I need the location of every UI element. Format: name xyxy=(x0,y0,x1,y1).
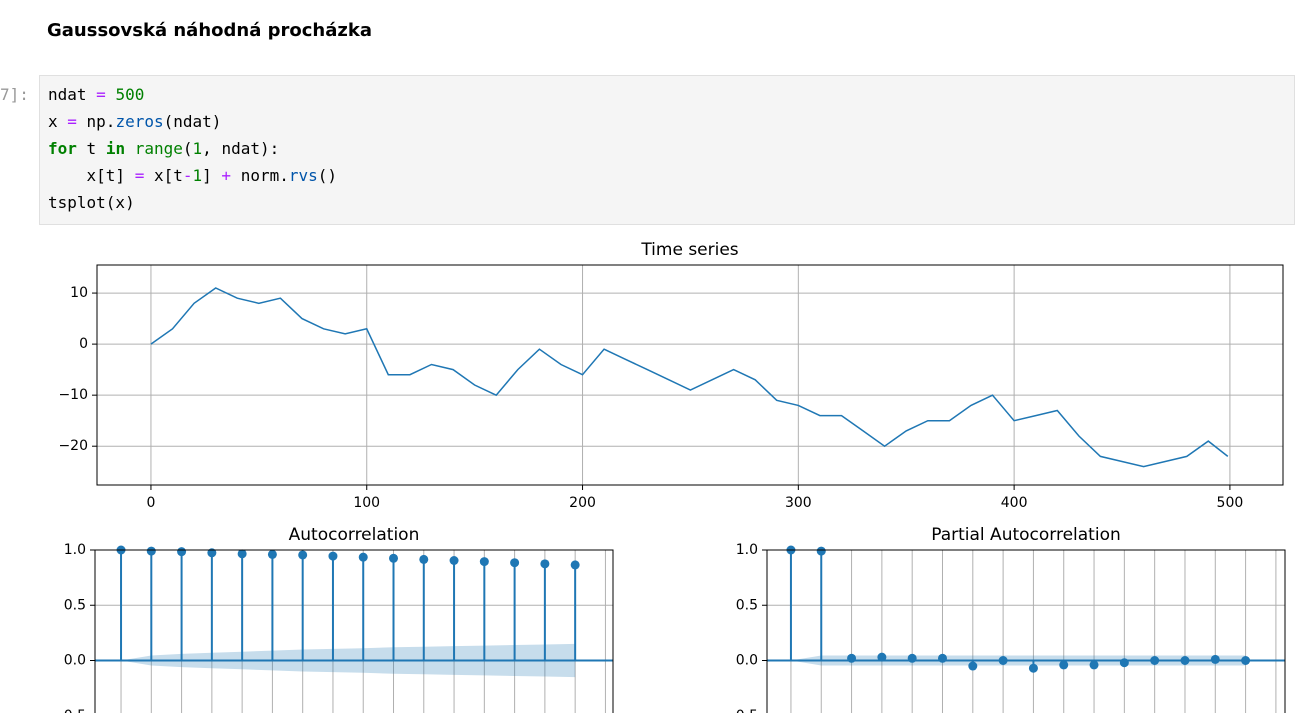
y-tick-label: 10 xyxy=(70,285,88,301)
stem-marker xyxy=(1089,660,1099,670)
stem-marker xyxy=(877,652,887,662)
code-token: tsplot(x) xyxy=(48,193,135,212)
stem-marker xyxy=(816,546,826,556)
code-line: for t in range(1, ndat): xyxy=(48,139,279,158)
cell-prompt: 7]: xyxy=(0,85,29,104)
code-token: 500 xyxy=(115,85,145,104)
y-tick-label: 0.0 xyxy=(736,653,758,669)
y-tick-label: 0 xyxy=(79,336,88,352)
chart-title: Time series xyxy=(640,240,738,260)
stem-marker xyxy=(1241,656,1251,665)
code-token: ] xyxy=(202,166,222,185)
x-tick-label: 400 xyxy=(1001,495,1028,511)
code-line: x = np.zeros(ndat) xyxy=(48,112,221,131)
stem-marker xyxy=(1028,663,1038,673)
stem-marker xyxy=(146,546,156,556)
code-token: zeros xyxy=(115,112,164,131)
y-tick-label: −0.5 xyxy=(52,708,86,713)
code-token: x[t] xyxy=(48,166,135,185)
y-tick-label: 1.0 xyxy=(736,542,758,558)
stem-marker xyxy=(389,553,399,563)
stem-marker xyxy=(570,560,580,570)
code-token: np. xyxy=(76,112,116,131)
code-line: ndat = 500 xyxy=(48,85,144,104)
x-tick-label: 100 xyxy=(353,495,380,511)
y-tick-label: 0.5 xyxy=(64,597,86,613)
code-token: ( xyxy=(182,139,193,158)
code-cell[interactable]: ndat = 500 x = np.zeros(ndat) for t in ran… xyxy=(39,75,1295,225)
y-tick-label: −10 xyxy=(58,387,88,403)
code-line: tsplot(x) xyxy=(48,193,135,212)
y-tick-label: −0.5 xyxy=(724,708,758,713)
code-token: t xyxy=(76,139,106,158)
stem-marker xyxy=(449,555,459,565)
stem-marker xyxy=(1059,660,1069,670)
code-token: range xyxy=(134,139,183,158)
code-token: , ndat): xyxy=(202,139,280,158)
code-token: ndat xyxy=(48,85,97,104)
code-token: - xyxy=(182,166,193,185)
stem-marker xyxy=(177,547,187,557)
code-token: rvs xyxy=(288,166,318,185)
stem-marker xyxy=(1150,656,1160,665)
stem-marker xyxy=(207,548,217,558)
axes-frame xyxy=(96,264,1284,486)
stem-marker xyxy=(419,554,429,564)
code-token: in xyxy=(105,139,126,158)
stem-marker xyxy=(907,653,917,663)
stem-marker xyxy=(237,549,247,559)
chart-title: Autocorrelation xyxy=(289,525,420,545)
stem-marker xyxy=(847,653,857,663)
stem-marker xyxy=(998,656,1008,665)
stem-marker xyxy=(267,549,277,559)
code-token: for xyxy=(48,139,77,158)
y-tick-label: 0.0 xyxy=(64,653,86,669)
series-line xyxy=(150,287,1229,468)
stem-marker xyxy=(937,653,947,663)
stem-marker xyxy=(1210,654,1220,664)
code-token: = xyxy=(134,166,145,185)
y-tick-label: 0.5 xyxy=(736,597,758,613)
x-tick-label: 500 xyxy=(1217,495,1244,511)
code-token: = xyxy=(67,112,77,131)
code-token: 1 xyxy=(192,166,203,185)
code-token: () xyxy=(317,166,338,185)
x-tick-label: 0 xyxy=(146,495,155,511)
stem-marker xyxy=(968,661,978,671)
x-tick-label: 200 xyxy=(569,495,596,511)
stem-marker xyxy=(1119,658,1129,668)
code-token: = xyxy=(96,85,106,104)
x-tick-label: 300 xyxy=(785,495,812,511)
code-token: x[t xyxy=(144,166,183,185)
stem-marker xyxy=(1180,656,1190,665)
heading: Gaussovská náhodná procházka xyxy=(47,20,372,41)
code-line: x[t] = x[t-1] + norm.rvs() xyxy=(48,166,338,185)
axes-frame xyxy=(766,549,1286,713)
stem-marker xyxy=(298,550,308,560)
code-token: + xyxy=(221,166,232,185)
stem-marker xyxy=(479,557,489,567)
stem-marker xyxy=(328,551,338,561)
code-token: norm. xyxy=(231,166,289,185)
stem-marker xyxy=(358,552,368,562)
code-token: 1 xyxy=(192,139,203,158)
chart-title: Partial Autocorrelation xyxy=(931,525,1121,545)
y-tick-label: −20 xyxy=(58,438,88,454)
axes-frame xyxy=(94,549,614,713)
code-token: (ndat) xyxy=(163,112,222,131)
stem-marker xyxy=(540,559,550,569)
code-token: x xyxy=(48,112,68,131)
y-tick-label: 1.0 xyxy=(64,542,86,558)
stem-marker xyxy=(510,558,520,568)
